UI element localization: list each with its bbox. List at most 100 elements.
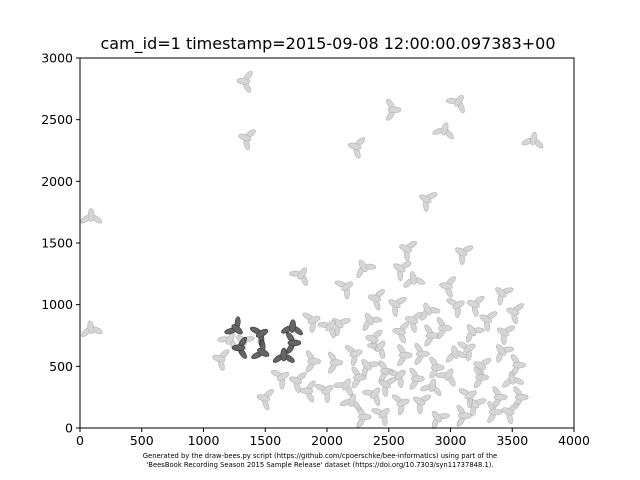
bee-marker — [432, 122, 454, 140]
bee-marker — [345, 345, 363, 366]
y-tick-label: 1000 — [41, 297, 73, 312]
bee-marker — [496, 344, 515, 363]
bee-marker — [362, 312, 383, 332]
bee-marker — [506, 303, 524, 325]
bee-marker — [420, 302, 441, 321]
x-tick: 1000 — [188, 428, 220, 448]
footer-credit: Generated by the draw-bees.py script (ht… — [0, 452, 640, 470]
bee-marker — [502, 371, 524, 388]
bee-marker — [361, 359, 380, 378]
y-tick-label: 500 — [49, 359, 73, 374]
bee-marker-highlighted — [231, 336, 247, 359]
bee-marker — [409, 367, 425, 390]
x-tick-label: 0 — [76, 433, 84, 448]
bee-marker — [256, 388, 274, 411]
bee-marker — [391, 394, 410, 416]
bee-marker — [420, 378, 442, 396]
x-tick-label: 3000 — [435, 433, 467, 448]
bee-marker — [414, 343, 430, 365]
bee-marker — [479, 311, 498, 332]
bee-marker — [371, 408, 390, 427]
chart-title: cam_id=1 timestamp=2015-09-08 12:00:00.0… — [100, 34, 556, 53]
bee-marker — [367, 289, 385, 311]
bee-marker — [333, 378, 354, 397]
bee-marker — [317, 319, 336, 339]
bee-marker — [495, 287, 514, 306]
y-tick: 2000 — [41, 174, 80, 189]
bee-marker — [431, 410, 450, 430]
bee-marker — [446, 298, 465, 318]
y-tick: 0 — [65, 421, 80, 436]
bee-marker — [436, 317, 452, 340]
y-tick-label: 0 — [65, 421, 73, 436]
bee-marker — [362, 387, 381, 406]
bee-marker — [445, 345, 468, 363]
y-tick-label: 2500 — [41, 112, 73, 127]
bee-marker — [356, 259, 377, 279]
bee-marker — [334, 280, 354, 300]
y-tick-label: 2000 — [41, 174, 73, 189]
bee-marker — [445, 94, 465, 114]
bee-marker-highlighted — [272, 347, 295, 363]
bee-marker — [238, 129, 256, 151]
bee-marker — [521, 131, 544, 149]
x-axis-ticks: 0 500 1000 1500 2000 2500 3000 3500 4000 — [76, 428, 590, 448]
bee-marker-highlighted — [281, 319, 303, 336]
bee-marker — [367, 340, 386, 360]
x-tick-label: 4000 — [558, 433, 590, 448]
bee-marker — [289, 267, 308, 286]
bee-marker — [328, 351, 344, 374]
bee-marker — [435, 368, 456, 387]
x-tick: 1500 — [249, 428, 281, 448]
bee-marker — [80, 208, 103, 224]
bee-marker — [289, 372, 307, 394]
x-tick-label: 1500 — [249, 433, 281, 448]
bee-marker — [429, 356, 445, 379]
y-tick: 3000 — [41, 51, 80, 66]
bee-marker — [465, 324, 485, 343]
bee-marker-highlighted — [251, 339, 270, 360]
y-tick: 1500 — [41, 236, 80, 251]
footer-line-1: Generated by the draw-bees.py script (ht… — [142, 452, 498, 460]
x-tick: 0 — [76, 428, 84, 448]
bee-marker — [387, 369, 406, 388]
x-tick-label: 1000 — [188, 433, 220, 448]
x-tick: 2000 — [311, 428, 343, 448]
bee-marker — [439, 276, 456, 298]
y-tick: 1000 — [41, 297, 80, 312]
bee-marker — [496, 325, 516, 346]
x-tick-label: 2000 — [311, 433, 343, 448]
bee-marker — [386, 98, 402, 121]
x-tick-label: 3500 — [496, 433, 528, 448]
bee-marker — [351, 366, 367, 389]
bee-marker — [397, 344, 413, 367]
bee-marker-highlighted — [286, 331, 302, 354]
bee-marker — [455, 245, 474, 265]
x-tick: 2500 — [373, 428, 405, 448]
bee-marker — [458, 388, 477, 408]
bee-marker — [403, 271, 426, 288]
bee-marker — [424, 324, 440, 347]
bee-marker — [399, 241, 418, 262]
plot-frame — [79, 57, 575, 429]
bee-marker — [473, 366, 489, 389]
bee-marker — [468, 398, 487, 417]
bee-marker — [212, 349, 230, 371]
bee-marker — [302, 312, 321, 333]
x-tick: 4000 — [558, 428, 590, 448]
x-tick: 3000 — [435, 428, 467, 448]
bee-marker — [457, 341, 476, 362]
bee-marker — [513, 386, 529, 409]
bee-marker — [510, 354, 527, 377]
footer-line-2: 'BeesBook Recording Season 2015 Sample R… — [146, 461, 494, 469]
y-tick-label: 1500 — [41, 236, 73, 251]
bee-marker — [339, 393, 362, 411]
bee-marker — [305, 350, 322, 373]
bee-marker — [501, 403, 519, 424]
bee-marker-highlighted — [224, 316, 243, 335]
y-axis-ticks: 0 500 1000 1500 2000 2500 3000 — [41, 51, 80, 436]
bee-marker — [314, 384, 334, 403]
x-tick-label: 500 — [130, 433, 154, 448]
